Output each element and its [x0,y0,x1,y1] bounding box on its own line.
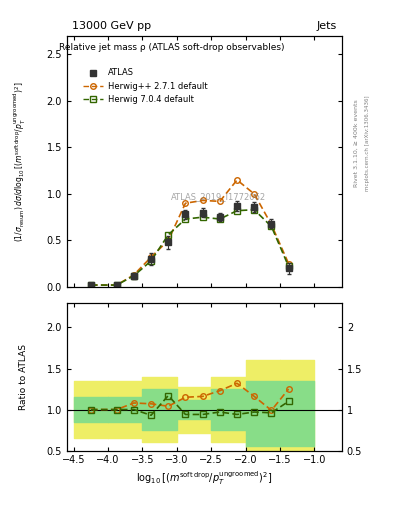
Legend: ATLAS, Herwig++ 2.7.1 default, Herwig 7.0.4 default: ATLAS, Herwig++ 2.7.1 default, Herwig 7.… [79,65,211,107]
Text: mcplots.cern.ch [arXiv:1306.3436]: mcplots.cern.ch [arXiv:1306.3436] [365,96,371,191]
Text: Rivet 3.1.10, ≥ 400k events: Rivet 3.1.10, ≥ 400k events [354,99,359,187]
Text: Relative jet mass ρ (ATLAS soft-drop observables): Relative jet mass ρ (ATLAS soft-drop obs… [59,44,284,52]
X-axis label: $\log_{10}[(m^{\mathrm{soft\,drop}}/p_T^{\mathrm{ungroomed}})^2]$: $\log_{10}[(m^{\mathrm{soft\,drop}}/p_T^… [136,470,272,487]
Text: ATLAS_2019_I1772062: ATLAS_2019_I1772062 [171,192,266,201]
Text: 13000 GeV pp: 13000 GeV pp [72,21,151,31]
Y-axis label: $(1/\sigma_\mathrm{resum})\,d\sigma/d\log_{10}[(m^{\mathrm{soft\,drop}}/p_T^{\ma: $(1/\sigma_\mathrm{resum})\,d\sigma/d\lo… [12,81,28,242]
Y-axis label: Ratio to ATLAS: Ratio to ATLAS [19,344,28,410]
Text: Jets: Jets [316,21,336,31]
